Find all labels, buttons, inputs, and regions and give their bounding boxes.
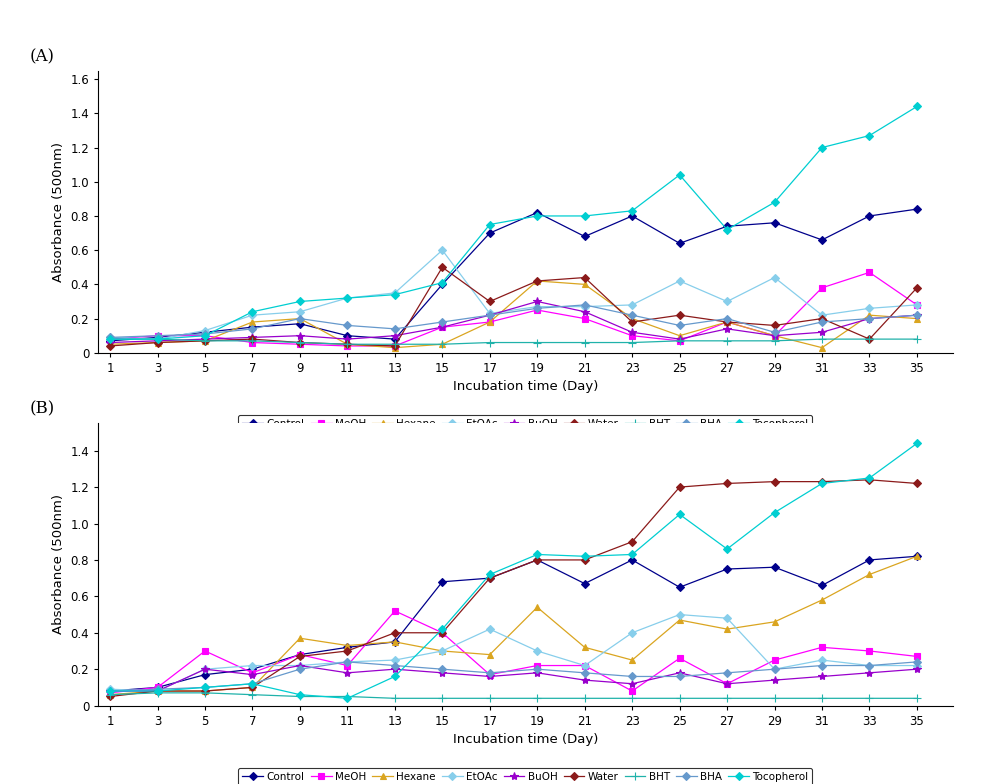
X-axis label: Incubation time (Day): Incubation time (Day)	[453, 380, 598, 394]
Y-axis label: Absorbance (500nm): Absorbance (500nm)	[52, 142, 65, 281]
Legend: Control, MeOH, Hexane, EtOAc, BuOH, Water, BHT, BHA, Tocopherol: Control, MeOH, Hexane, EtOAc, BuOH, Wate…	[239, 768, 812, 784]
Text: (B): (B)	[29, 401, 55, 418]
Legend: Control, MeOH, Hexane, EtOAc, BuOH, Water, BHT, BHA, Tocopherol: Control, MeOH, Hexane, EtOAc, BuOH, Wate…	[239, 415, 812, 434]
Text: (A): (A)	[29, 48, 55, 65]
X-axis label: Incubation time (Day): Incubation time (Day)	[453, 733, 598, 746]
Y-axis label: Absorbance (500nm): Absorbance (500nm)	[52, 495, 65, 634]
